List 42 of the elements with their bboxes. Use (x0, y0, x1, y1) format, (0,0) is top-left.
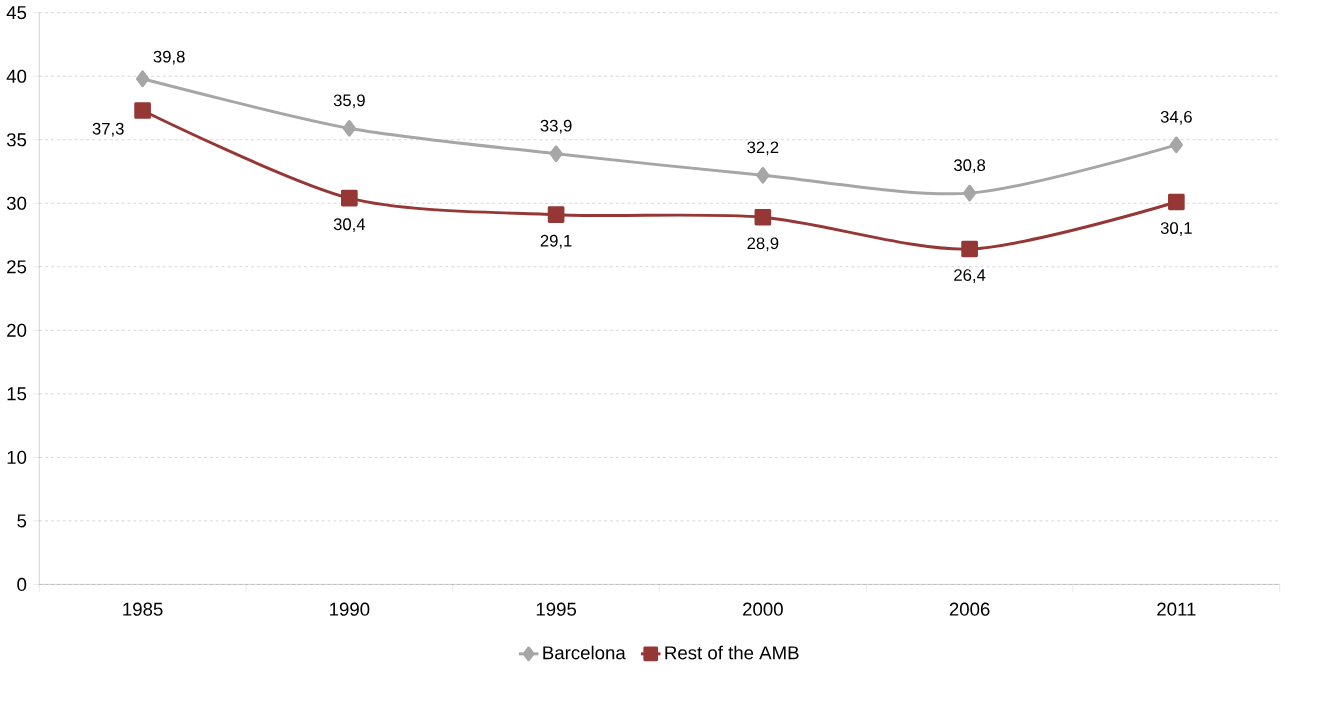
data-label: 26,4 (954, 269, 986, 284)
data-label: 30,8 (954, 159, 986, 174)
legend-label: Rest of the AMB (665, 645, 799, 660)
point (1168, 193, 1185, 211)
data-label: 28,9 (747, 237, 779, 252)
y-tick-label: 35 (6, 133, 27, 147)
x-tick-label: 1990 (330, 602, 370, 616)
point (547, 206, 565, 224)
y-tick-label: 25 (7, 260, 27, 274)
y-tick-label: 15 (7, 387, 27, 401)
data-label: 39,8 (153, 50, 185, 65)
y-tick-label: 20 (7, 323, 27, 338)
legend-label: Barcelona (543, 645, 626, 660)
x-tick-label: 2006 (949, 602, 990, 616)
data-label: 30,4 (333, 218, 366, 233)
point (134, 102, 151, 119)
point (549, 145, 563, 163)
data-label: 30,1 (1160, 222, 1192, 237)
point (1169, 136, 1183, 154)
y-tick-label: 5 (17, 514, 27, 528)
point (342, 120, 356, 137)
data-label: 33,9 (540, 119, 572, 134)
point (341, 189, 358, 207)
data-label: 35,9 (333, 94, 365, 109)
y-tick-label: 10 (7, 450, 27, 465)
y-tick-label: 0 (17, 577, 27, 592)
point (756, 167, 770, 184)
y-tick-label: 40 (6, 69, 27, 83)
point (961, 240, 978, 258)
point (135, 70, 150, 88)
x-tick-label: 1985 (123, 602, 163, 616)
data-label: 32,2 (747, 141, 779, 156)
data-label: 29,1 (540, 234, 572, 249)
y-tick-label: 45 (6, 6, 27, 20)
x-tick-label: 1995 (536, 602, 577, 616)
data-label: 37,3 (92, 122, 124, 137)
data-label: 34,6 (1160, 111, 1192, 125)
point (962, 184, 977, 202)
x-tick-label: 2011 (1157, 602, 1196, 616)
y-tick-label: 30 (6, 196, 27, 210)
point (754, 209, 772, 226)
x-tick-label: 2000 (743, 602, 783, 616)
